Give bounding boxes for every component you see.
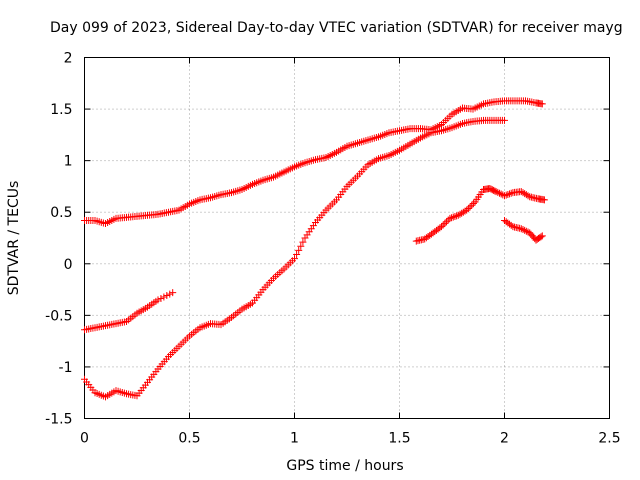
data-point xyxy=(169,289,177,297)
series-arc-1 xyxy=(81,97,546,228)
data-point xyxy=(538,232,546,240)
series-arc-5 xyxy=(501,216,546,244)
tick-labels: 0 0.5 1 1.5 2 2.5 -1.5 -1 -0.5 0 0.5 1 1.5 2 xyxy=(45,51,620,447)
data-point xyxy=(517,225,525,233)
data-point xyxy=(295,246,303,254)
data-point xyxy=(494,188,502,196)
x-tick-label: 0 xyxy=(80,431,89,447)
data-point xyxy=(521,226,529,234)
data-point xyxy=(297,242,305,250)
x-tick-label: 1.5 xyxy=(388,431,410,447)
y-tick-label: 0 xyxy=(64,257,73,273)
data-point xyxy=(154,296,162,304)
data-point xyxy=(519,226,527,234)
data-point xyxy=(166,290,174,298)
x-tick-label: 0.5 xyxy=(178,431,200,447)
data-point xyxy=(502,191,510,199)
y-tick-label: 0.5 xyxy=(50,205,72,221)
plot-frame xyxy=(84,57,610,419)
y-tick-label: -1.5 xyxy=(45,412,72,428)
data-point xyxy=(436,224,444,232)
data-point xyxy=(506,190,514,198)
data-point xyxy=(438,223,445,231)
data-point xyxy=(538,100,546,108)
data-point xyxy=(507,189,515,197)
data-point xyxy=(446,214,454,222)
series-arc-4 xyxy=(412,184,548,245)
data-point xyxy=(160,293,168,301)
data-point xyxy=(163,292,171,300)
data-point xyxy=(495,189,503,197)
data-point xyxy=(439,221,447,229)
data-point xyxy=(468,201,476,209)
data-point xyxy=(501,192,508,200)
y-tick-label: -1 xyxy=(59,360,73,376)
y-tick-label: 1.5 xyxy=(50,102,72,118)
chart-title: Day 099 of 2023, Sidereal Day-to-day VTE… xyxy=(50,20,623,36)
data-point xyxy=(464,205,472,213)
series-arc-2 xyxy=(81,289,177,334)
data-point xyxy=(497,190,505,198)
data-point xyxy=(443,218,451,226)
data-point xyxy=(540,196,548,204)
series-arc-3 xyxy=(81,116,508,401)
data-point xyxy=(293,251,301,259)
data-point xyxy=(507,221,515,229)
data-point xyxy=(451,213,459,221)
data-point xyxy=(524,192,532,200)
data-point xyxy=(463,206,471,214)
data-point xyxy=(441,219,449,227)
x-tick-label: 2 xyxy=(500,431,509,447)
data-point xyxy=(501,116,508,124)
data-point xyxy=(504,190,512,198)
x-axis-label: GPS time / hours xyxy=(286,458,403,474)
x-tick-label: 2.5 xyxy=(598,431,620,447)
data-point xyxy=(492,188,500,196)
y-tick-label: 1 xyxy=(64,154,73,170)
data-points xyxy=(81,97,548,401)
data-point xyxy=(453,212,461,220)
data-point xyxy=(522,227,530,235)
data-point xyxy=(448,214,456,222)
data-point xyxy=(469,200,477,208)
data-point xyxy=(449,213,457,221)
data-point xyxy=(491,187,499,195)
x-tick-label: 1 xyxy=(290,431,299,447)
data-point xyxy=(299,238,307,246)
data-point xyxy=(537,233,545,241)
y-axis-label: SDTVAR / TECUs xyxy=(6,181,22,296)
y-tick-label: 2 xyxy=(64,51,73,67)
data-point xyxy=(157,294,165,302)
y-tick-label: -0.5 xyxy=(45,308,72,324)
data-point xyxy=(291,255,298,263)
data-point xyxy=(466,203,474,211)
